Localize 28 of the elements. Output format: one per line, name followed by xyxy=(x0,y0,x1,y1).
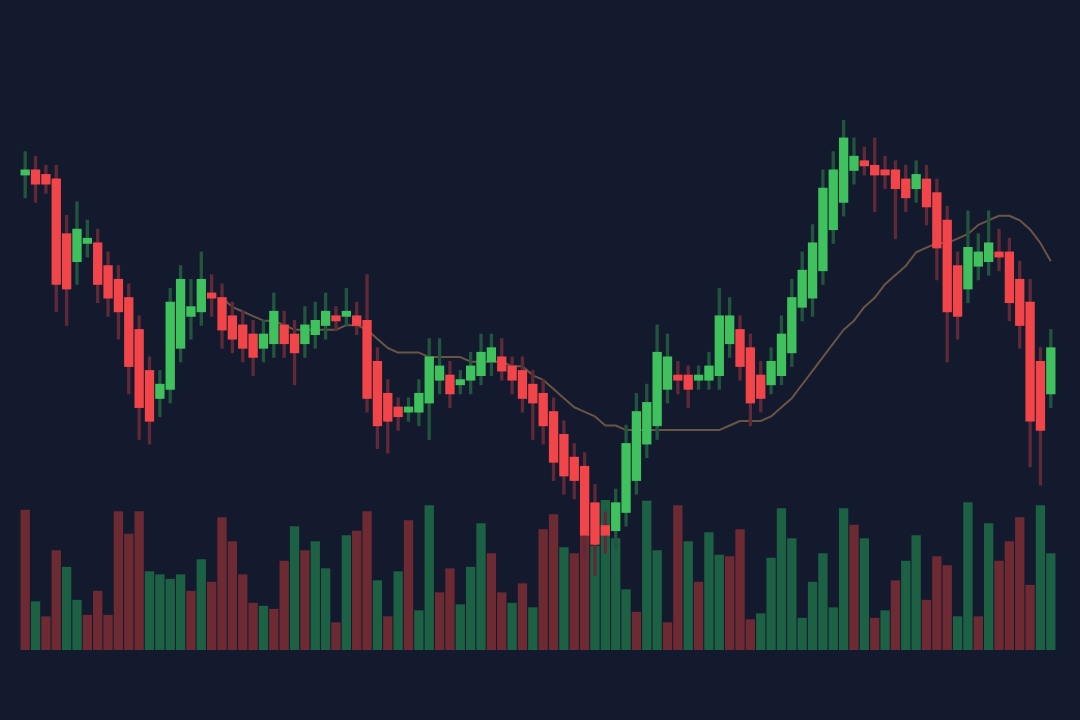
bar xyxy=(186,590,196,650)
bar xyxy=(372,580,383,650)
bar xyxy=(403,520,414,650)
bar xyxy=(631,611,642,650)
bar xyxy=(859,538,869,650)
bar xyxy=(507,602,517,650)
bar xyxy=(289,526,300,650)
bar xyxy=(30,601,41,650)
bar xyxy=(559,547,569,650)
bar xyxy=(870,617,880,650)
candlestick xyxy=(331,306,341,331)
bar xyxy=(20,509,30,650)
bar xyxy=(517,583,528,650)
bar xyxy=(393,571,403,650)
bar xyxy=(683,541,693,650)
bar xyxy=(528,607,538,650)
bar xyxy=(890,580,901,650)
bar xyxy=(880,610,890,650)
bar xyxy=(984,523,994,650)
bar xyxy=(300,550,310,650)
bar xyxy=(331,622,341,650)
bar xyxy=(383,616,393,650)
bar xyxy=(196,559,206,650)
bar xyxy=(258,605,269,650)
bar xyxy=(341,535,351,650)
bar xyxy=(849,524,859,650)
bar xyxy=(973,616,983,650)
bar xyxy=(693,581,704,650)
